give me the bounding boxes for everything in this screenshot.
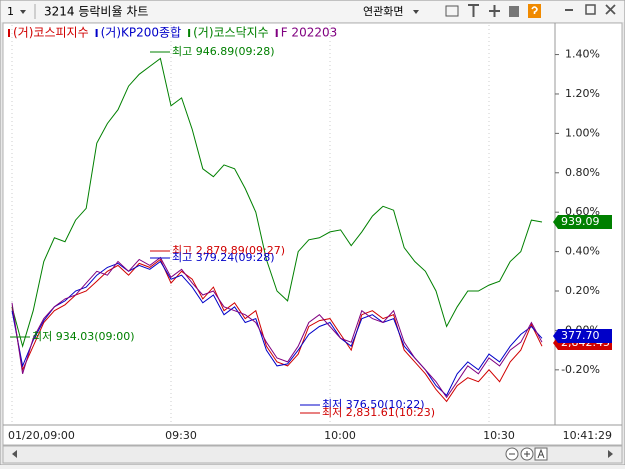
annotation: 최고 2,879.89(09:27) bbox=[172, 244, 285, 257]
icon-add[interactable] bbox=[489, 5, 500, 17]
y-tick-label: 0.80% bbox=[565, 166, 600, 179]
legend-marker bbox=[8, 29, 10, 37]
series-line bbox=[11, 256, 543, 399]
legend-label: (거)코스닥지수 bbox=[193, 26, 269, 40]
zoom-in-glyph bbox=[524, 451, 530, 457]
auto-glyph bbox=[537, 448, 545, 459]
series-line bbox=[11, 57, 543, 349]
dropdown-arrow[interactable] bbox=[413, 10, 419, 14]
x-tick-label: 09:30 bbox=[165, 429, 197, 442]
annotation: 최저 934.03(09:00) bbox=[32, 330, 135, 343]
last-value-box bbox=[553, 215, 612, 229]
last-value-box bbox=[553, 329, 612, 343]
scroll-right[interactable] bbox=[608, 450, 613, 458]
annotation: 최저 2,831.61(10:23) bbox=[322, 406, 435, 419]
scrollbar[interactable] bbox=[2, 445, 623, 464]
annotation: 최고 379.24(09:28) bbox=[172, 251, 275, 264]
toolbar bbox=[445, 4, 616, 18]
icon-print[interactable] bbox=[509, 6, 519, 17]
last-value-label: 939.09 bbox=[561, 215, 600, 228]
icon-window[interactable] bbox=[445, 5, 459, 17]
screen-title: 3214 등락비율 차트 bbox=[44, 5, 148, 19]
legend-marker bbox=[275, 29, 278, 37]
legend-label: F 202203 bbox=[281, 26, 338, 40]
icon-text[interactable] bbox=[468, 4, 479, 17]
y-tick-label: 0.40% bbox=[565, 245, 600, 258]
scroll-left[interactable] bbox=[12, 450, 17, 458]
dropdown-arrow[interactable] bbox=[20, 10, 26, 14]
icon-maximize[interactable] bbox=[585, 4, 596, 15]
x-tick-label: 01/20,09:00 bbox=[8, 429, 75, 442]
y-tick-label: 1.40% bbox=[565, 48, 600, 61]
x-tick-label: 10:30 bbox=[483, 429, 515, 442]
current-time: 10:41:29 bbox=[563, 429, 612, 442]
y-tick-label: 1.20% bbox=[565, 87, 600, 100]
y-tick-label: 1.00% bbox=[565, 126, 600, 139]
legend-label: (거)코스피지수 bbox=[13, 26, 89, 40]
screen-number[interactable]: 1 bbox=[7, 5, 14, 18]
legend-marker bbox=[188, 29, 191, 37]
icon-close[interactable] bbox=[605, 4, 616, 15]
legend-marker bbox=[95, 29, 98, 37]
x-tick-label: 10:00 bbox=[324, 429, 356, 442]
icon-help[interactable] bbox=[528, 4, 541, 18]
series-line bbox=[11, 258, 543, 403]
chart-panel bbox=[2, 22, 623, 446]
title-bar bbox=[1, 1, 624, 22]
y-tick-label: 0.60% bbox=[565, 205, 600, 218]
annotation: 최저 376.50(10:22) bbox=[322, 398, 425, 411]
icon-help-glyph bbox=[531, 6, 538, 14]
legend-label: (거)KP200종합 bbox=[101, 26, 182, 40]
annotation: 최고 946.89(09:28) bbox=[172, 45, 275, 58]
y-tick-label: -0.20% bbox=[561, 363, 600, 376]
y-tick-label: 0.20% bbox=[565, 284, 600, 297]
related-screen[interactable]: 연관화면 bbox=[363, 5, 403, 18]
last-value-label: 377.70 bbox=[561, 329, 600, 342]
